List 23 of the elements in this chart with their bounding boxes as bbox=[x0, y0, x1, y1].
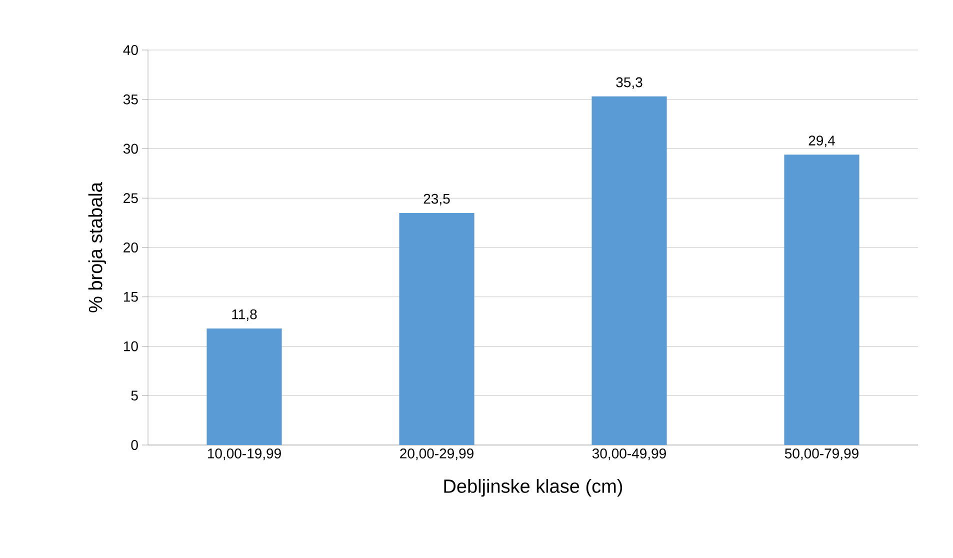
y-tick-label: 25 bbox=[124, 193, 138, 204]
y-axis-title: % broja stabala bbox=[88, 182, 106, 312]
x-tick-label: 50,00-79,99 bbox=[784, 448, 858, 460]
bar bbox=[784, 154, 860, 446]
data-label: 29,4 bbox=[808, 136, 835, 148]
bar bbox=[399, 212, 474, 446]
y-tick-label: 5 bbox=[131, 390, 138, 401]
x-tick-label: 30,00-49,99 bbox=[592, 448, 666, 460]
y-tick-label: 40 bbox=[123, 45, 138, 55]
y-tick-label: 10 bbox=[124, 341, 138, 352]
bar bbox=[206, 328, 282, 446]
x-tick-label: 20,00-29,99 bbox=[400, 448, 474, 460]
y-tick-label: 15 bbox=[124, 292, 138, 302]
bar bbox=[592, 96, 667, 446]
x-axis-title: Debljinske klase (cm) bbox=[444, 478, 622, 497]
x-tick-label: 10,00-19,99 bbox=[208, 448, 281, 460]
data-label: 11,8 bbox=[232, 309, 257, 321]
y-tick-label: 0 bbox=[131, 440, 138, 450]
y-tick-label: 20 bbox=[124, 242, 138, 252]
data-label: 35,3 bbox=[616, 77, 642, 89]
data-label: 23,5 bbox=[424, 194, 450, 206]
y-tick-label: 35 bbox=[123, 94, 138, 104]
y-tick-label: 30 bbox=[123, 144, 138, 154]
